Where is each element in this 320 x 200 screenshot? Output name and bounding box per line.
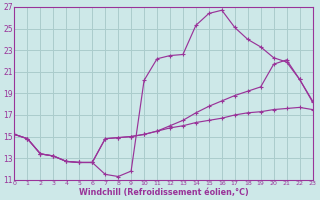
- X-axis label: Windchill (Refroidissement éolien,°C): Windchill (Refroidissement éolien,°C): [79, 188, 248, 197]
